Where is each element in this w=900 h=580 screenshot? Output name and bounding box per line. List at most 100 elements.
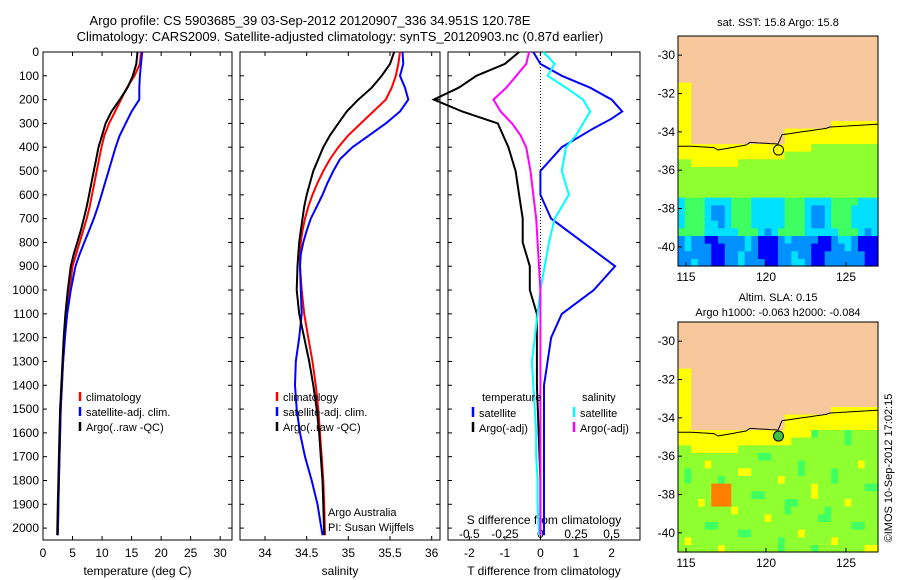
map-cell [711, 398, 719, 407]
map-cell [838, 66, 846, 75]
map-cell [838, 250, 846, 259]
map-cell [778, 414, 786, 423]
map-cell [844, 105, 852, 114]
map-cell [711, 97, 719, 106]
map-cell [831, 544, 839, 553]
map-cell [838, 322, 846, 331]
map-cell [778, 105, 786, 114]
map-cell [744, 544, 752, 553]
map-cell [824, 128, 832, 137]
map-cell [858, 204, 866, 213]
map-cell [844, 66, 852, 75]
map-cell [824, 506, 832, 515]
map-cell [811, 429, 819, 438]
map-cell [851, 82, 859, 91]
map-cell [824, 143, 832, 152]
map-cell [724, 174, 732, 183]
map-cell [851, 375, 859, 384]
map-cell [691, 467, 699, 476]
map-cell [684, 197, 692, 206]
map-cell [738, 460, 746, 469]
map-cell [771, 197, 779, 206]
map-cell [738, 475, 746, 484]
map-cell [711, 352, 719, 361]
map-cell [804, 337, 812, 346]
map-cell [724, 506, 732, 515]
map-cell [731, 536, 739, 545]
map-cell [824, 43, 832, 52]
map-cell [811, 43, 819, 52]
map-cell [818, 414, 826, 423]
map-cell [824, 250, 832, 259]
map-cell [858, 444, 866, 453]
map-cell [864, 235, 872, 244]
map-cell [704, 391, 712, 400]
map-cell [871, 89, 879, 98]
map-cell [811, 97, 819, 106]
s-tick-label: 0.25 [564, 527, 588, 541]
map-cell [844, 59, 852, 68]
map-cell [804, 197, 812, 206]
coastline [678, 409, 879, 437]
map-cell [724, 243, 732, 252]
map-cell [678, 322, 686, 331]
map-cell [724, 398, 732, 407]
map-cell [698, 89, 706, 98]
map-cell [791, 337, 799, 346]
map-cell [711, 158, 719, 167]
map-cell [851, 250, 859, 259]
map-cell [824, 490, 832, 499]
x-tick-label: 25 [184, 546, 198, 560]
map-cell [851, 243, 859, 252]
map-cell [704, 421, 712, 430]
map-cell [724, 74, 732, 83]
map-cell [858, 82, 866, 91]
map-cell [758, 337, 766, 346]
map-cell [771, 475, 779, 484]
map-cell [751, 151, 759, 160]
map-cell [871, 444, 879, 453]
map-cell [718, 66, 726, 75]
map-cell [818, 529, 826, 538]
map-cell [864, 66, 872, 75]
map-cell [858, 406, 866, 415]
map-cell [778, 174, 786, 183]
map-cell [831, 166, 839, 175]
map-cell [831, 151, 839, 160]
map-cell [684, 506, 692, 515]
map-cell [804, 375, 812, 384]
map-cell [871, 414, 879, 423]
map-cell [711, 166, 719, 175]
map-cell [698, 120, 706, 129]
map-cell [764, 112, 772, 121]
map-cell [864, 414, 872, 423]
map-cell [704, 151, 712, 160]
map-cell [871, 227, 879, 236]
map-cell [851, 437, 859, 446]
map-cell [811, 120, 819, 129]
map-cell [778, 483, 786, 492]
map-cell [838, 135, 846, 144]
map-cell [864, 352, 872, 361]
map-cell [738, 506, 746, 515]
map-cell [691, 406, 699, 415]
map-cell [731, 112, 739, 121]
map-cell [804, 36, 812, 45]
map-cell [844, 74, 852, 83]
map-cell [864, 112, 872, 121]
map-cell [771, 536, 779, 545]
map-cell [871, 490, 879, 499]
map-cell [778, 82, 786, 91]
map-cell [698, 197, 706, 206]
map-cell [751, 498, 759, 507]
map-cell [704, 398, 712, 407]
map-cell [851, 452, 859, 461]
map-cell [818, 368, 826, 377]
map-cell [838, 74, 846, 83]
map-cell [738, 151, 746, 160]
map-cell [718, 51, 726, 60]
map-cell [711, 250, 719, 259]
map-cell [698, 112, 706, 121]
map-cell [731, 337, 739, 346]
